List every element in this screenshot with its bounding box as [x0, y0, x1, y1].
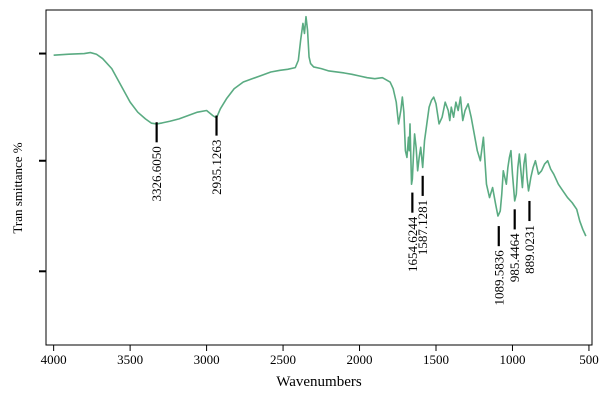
- x-tick-label: 3000: [194, 352, 220, 367]
- y-axis-ticks: [39, 52, 46, 273]
- spectrum-line: [53, 15, 587, 237]
- peak-label: 889.0231: [522, 225, 537, 274]
- peak-label: 1089.5836: [491, 250, 506, 306]
- x-tick-label: 1500: [423, 352, 449, 367]
- x-tick-label: 500: [579, 352, 599, 367]
- peak-label: 1587.1281: [415, 200, 430, 255]
- peak-label: 985.4464: [507, 233, 522, 282]
- x-tick-label: 1000: [499, 352, 525, 367]
- x-tick-label: 2500: [270, 352, 296, 367]
- plot-frame: [45, 9, 593, 346]
- x-axis-ticks: 4000 3500 3000 2500 2000 1500 1000 500: [41, 345, 599, 367]
- x-tick-label: 2000: [347, 352, 373, 367]
- x-axis-title: Wavenumbers: [276, 374, 362, 390]
- peak-label: 2935.1263: [209, 140, 224, 195]
- x-tick-label: 4000: [41, 352, 67, 367]
- peak-label: 1654.6244: [405, 216, 420, 272]
- x-tick-label: 3500: [117, 352, 143, 367]
- y-axis-title: Tran smittance %: [10, 142, 25, 233]
- peak-label: 3326.6050: [149, 146, 164, 201]
- series-group: [53, 15, 587, 237]
